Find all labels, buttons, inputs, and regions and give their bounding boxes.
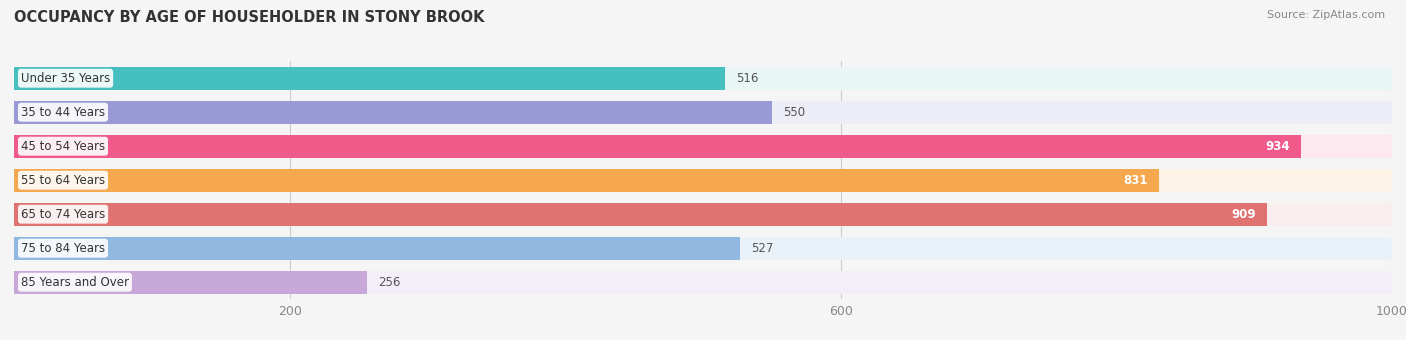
Bar: [14, 203, 1392, 226]
Bar: [14, 237, 740, 260]
Text: 527: 527: [751, 242, 773, 255]
Text: 35 to 44 Years: 35 to 44 Years: [21, 106, 105, 119]
Text: 65 to 74 Years: 65 to 74 Years: [21, 208, 105, 221]
Bar: [14, 203, 1267, 226]
Text: OCCUPANCY BY AGE OF HOUSEHOLDER IN STONY BROOK: OCCUPANCY BY AGE OF HOUSEHOLDER IN STONY…: [14, 10, 485, 25]
Bar: [14, 169, 1159, 192]
Text: 550: 550: [783, 106, 806, 119]
Bar: [14, 237, 1392, 260]
Bar: [14, 135, 1301, 158]
Text: 75 to 84 Years: 75 to 84 Years: [21, 242, 105, 255]
Bar: [14, 67, 725, 90]
Bar: [14, 271, 367, 294]
Text: 55 to 64 Years: 55 to 64 Years: [21, 174, 105, 187]
Text: 85 Years and Over: 85 Years and Over: [21, 276, 129, 289]
Text: 256: 256: [378, 276, 401, 289]
Text: 45 to 54 Years: 45 to 54 Years: [21, 140, 105, 153]
Bar: [14, 67, 1392, 90]
Bar: [14, 271, 1392, 294]
Text: 516: 516: [737, 72, 758, 85]
Text: 909: 909: [1230, 208, 1256, 221]
Text: Under 35 Years: Under 35 Years: [21, 72, 110, 85]
Bar: [14, 101, 1392, 124]
Text: 831: 831: [1123, 174, 1149, 187]
Bar: [14, 101, 772, 124]
Bar: [14, 169, 1392, 192]
Text: 934: 934: [1265, 140, 1289, 153]
Text: Source: ZipAtlas.com: Source: ZipAtlas.com: [1267, 10, 1385, 20]
Bar: [14, 135, 1392, 158]
